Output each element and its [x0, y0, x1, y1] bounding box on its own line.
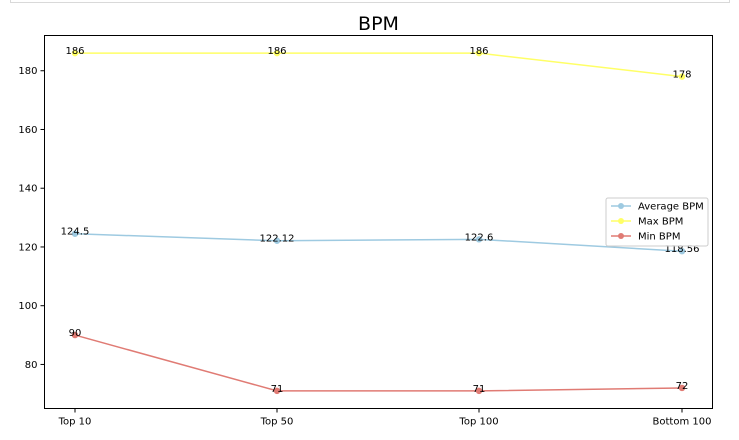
data-label: 186 — [267, 46, 286, 57]
data-label: 90 — [69, 328, 82, 339]
data-point — [678, 384, 686, 392]
series-line — [75, 52, 683, 78]
legend-label: Min BPM — [638, 232, 680, 243]
data-label: 124.5 — [61, 227, 90, 238]
legend-marker — [618, 203, 624, 209]
data-label: 72 — [676, 381, 689, 392]
data-label: 71 — [271, 384, 284, 395]
data-point — [71, 331, 79, 339]
data-point — [678, 247, 686, 255]
legend-label: Average BPM — [638, 202, 704, 213]
series-line — [74, 334, 683, 392]
top-frame-edge — [10, 0, 730, 3]
data-point — [475, 236, 483, 243]
plot-area-frame — [44, 35, 713, 409]
data-label: 122.12 — [260, 234, 295, 245]
data-label: 186 — [65, 46, 84, 57]
data-label: 71 — [473, 384, 486, 395]
x-tick-label: Top 100 — [458, 417, 498, 428]
series-line — [74, 232, 683, 252]
y-axis: 80 100 120 140 160 180 — [18, 66, 45, 371]
data-point — [71, 230, 79, 237]
data-point — [71, 49, 79, 57]
y-tick-label: 100 — [18, 301, 37, 312]
x-tick-label: Top 10 — [58, 417, 92, 428]
data-label: 178 — [672, 70, 691, 81]
legend-box — [605, 197, 709, 247]
y-tick-label: 160 — [18, 125, 37, 136]
data-point — [475, 387, 483, 395]
legend: Average BPM Max BPM Min BPM — [605, 197, 709, 247]
legend-marker — [618, 233, 624, 239]
x-axis: Top 10 Top 50 Top 100 Bottom 100 — [58, 408, 712, 428]
data-label: 186 — [469, 46, 488, 57]
legend-label: Max BPM — [638, 217, 683, 228]
y-tick-label: 80 — [25, 360, 38, 371]
legend-marker — [618, 218, 624, 224]
data-point — [273, 49, 281, 57]
y-tick-label: 120 — [18, 242, 37, 253]
y-tick-label: 180 — [18, 66, 37, 77]
data-point — [475, 49, 483, 57]
data-point — [273, 387, 281, 395]
data-point — [273, 237, 281, 244]
chart-title: BPM — [358, 13, 399, 35]
data-label: 122.6 — [465, 232, 494, 243]
series-layer: 124.5 122.12 122.6 118.56 186 186 186 178 90 71 71… — [61, 46, 700, 395]
x-tick-label: Top 50 — [260, 417, 294, 428]
y-tick-label: 140 — [18, 184, 37, 195]
x-tick-label: Bottom 100 — [653, 417, 712, 428]
data-label: 118.56 — [665, 244, 700, 255]
data-point — [678, 73, 686, 80]
